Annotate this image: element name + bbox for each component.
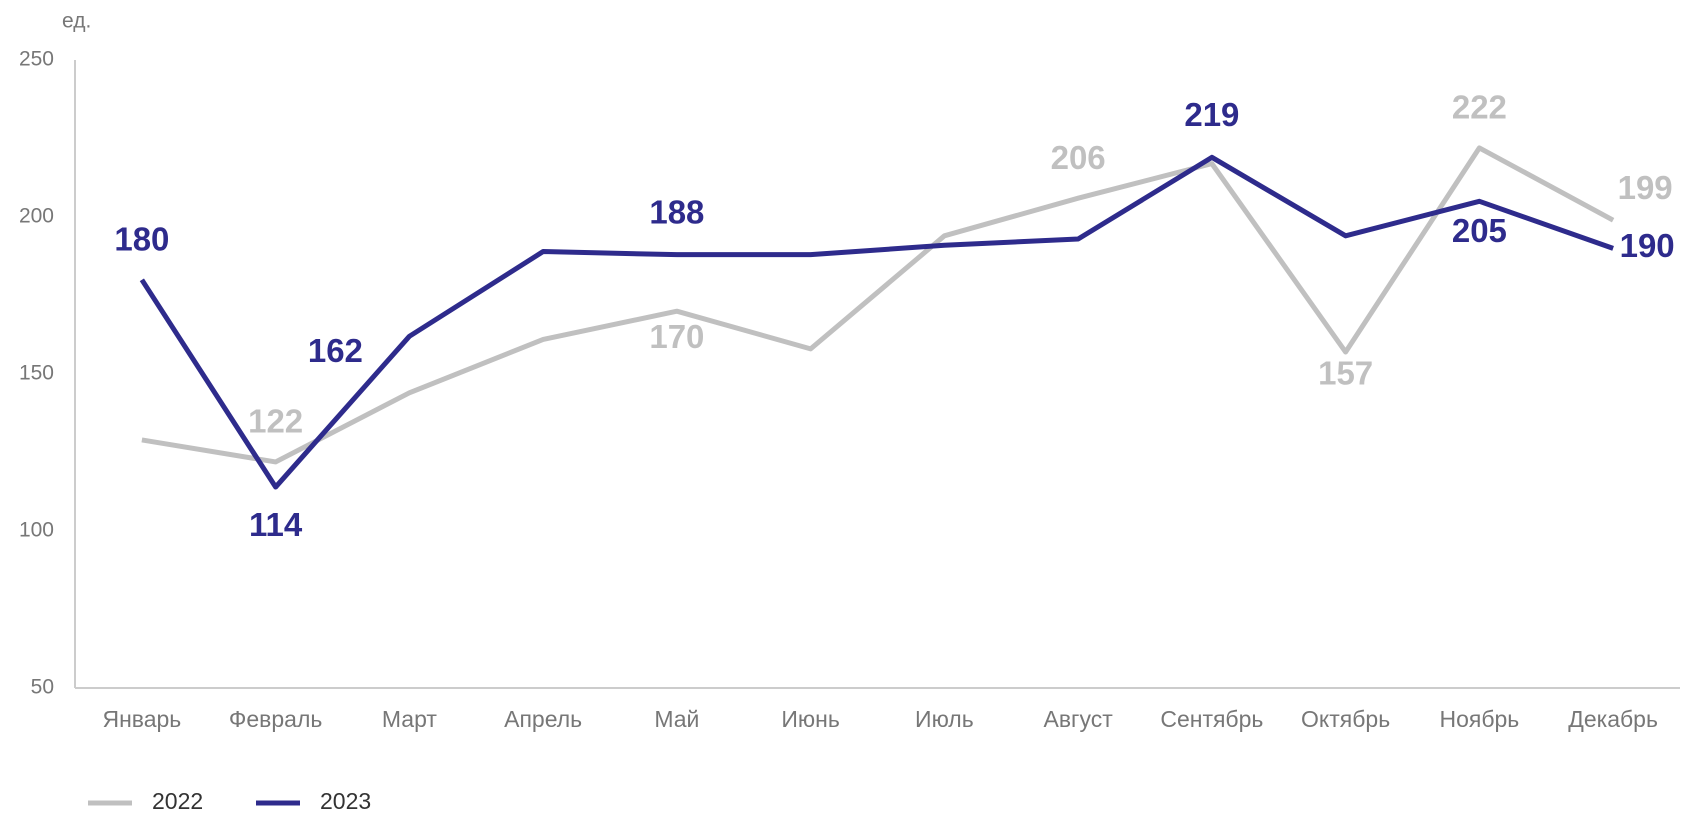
value-label: 180 [114, 221, 169, 258]
line-series [139, 154, 1614, 490]
line-series [141, 145, 1615, 465]
x-tick-label: Декабрь [1568, 706, 1658, 732]
x-tick-label: Февраль [229, 706, 322, 732]
y-tick-label: 100 [19, 519, 54, 542]
y-tick-label: 250 [19, 48, 54, 71]
x-tick-label: Март [382, 706, 437, 732]
x-tick-label: Апрель [504, 706, 582, 732]
x-tick-label: Сентябрь [1160, 706, 1263, 732]
legend-label: 2023 [320, 788, 371, 814]
value-label: 219 [1184, 96, 1239, 133]
x-tick-label: Июнь [781, 706, 839, 732]
value-label: 188 [649, 193, 704, 230]
x-tick-label: Июль [915, 706, 974, 732]
value-label: 199 [1618, 169, 1673, 206]
x-tick-label: Январь [102, 706, 181, 732]
unit-label: ед. [62, 10, 91, 33]
y-tick-label: 200 [19, 205, 54, 228]
value-label: 222 [1452, 89, 1507, 126]
y-tick-label: 150 [19, 362, 54, 385]
value-label: 162 [308, 332, 363, 369]
value-label: 170 [649, 318, 704, 355]
value-label: 190 [1620, 227, 1675, 264]
x-tick-label: Октябрь [1301, 706, 1390, 732]
x-tick-label: Ноябрь [1439, 706, 1519, 732]
value-label: 206 [1051, 139, 1106, 176]
legend-label: 2022 [152, 788, 203, 814]
y-tick-label: 50 [31, 676, 54, 699]
value-label: 122 [248, 403, 303, 440]
x-tick-label: Август [1044, 706, 1114, 732]
value-label: 205 [1452, 212, 1507, 249]
value-label: 157 [1318, 355, 1373, 392]
x-tick-label: Май [654, 706, 699, 732]
value-label: 114 [249, 506, 303, 543]
